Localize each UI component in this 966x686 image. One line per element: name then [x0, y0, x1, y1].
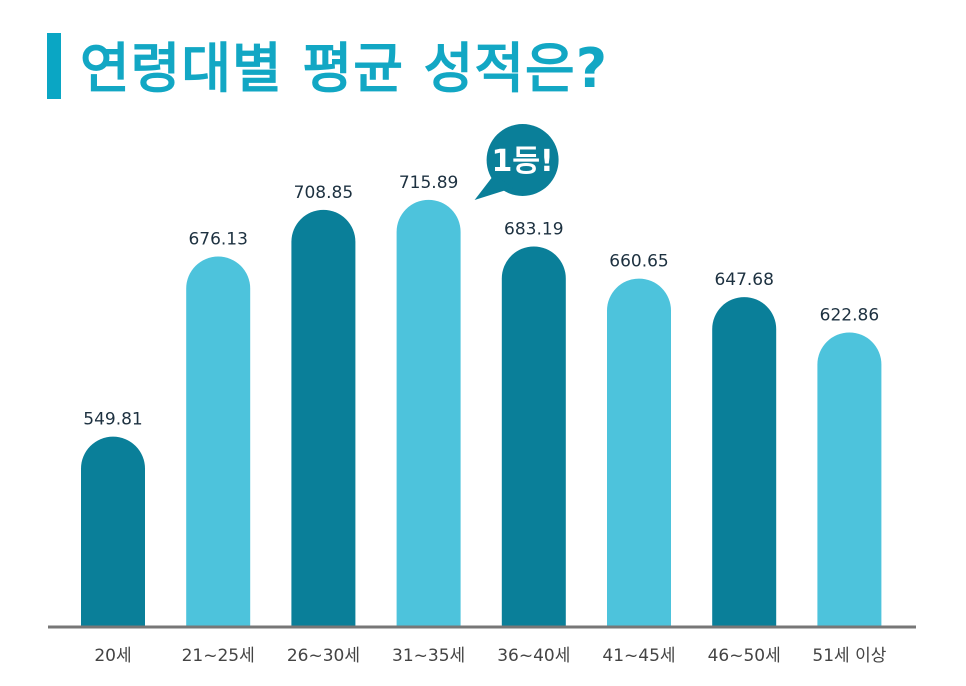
- bar: [712, 297, 777, 626]
- data-label: 622.86: [820, 305, 879, 325]
- x-tick-label: 46~50세: [708, 646, 781, 666]
- bar: [81, 436, 145, 626]
- bar: [817, 332, 882, 626]
- bar: [186, 256, 251, 626]
- x-tick-label: 31~35세: [392, 646, 465, 666]
- data-label: 647.68: [714, 270, 773, 290]
- bar: [291, 209, 356, 626]
- annotation-text: 1등!: [492, 144, 554, 179]
- bar: [396, 199, 461, 627]
- data-label: 660.65: [609, 252, 668, 272]
- x-tick-label: 41~45세: [602, 646, 675, 666]
- data-label: 676.13: [188, 230, 247, 250]
- chart-title: 연령대별 평균 성적은?: [80, 37, 609, 100]
- data-label: 683.19: [504, 219, 563, 239]
- bar: [607, 278, 671, 626]
- annotation-bubble: [486, 124, 559, 196]
- title-accent-bar: [47, 33, 61, 99]
- bar: [501, 246, 566, 626]
- x-tick-label: 26~30세: [287, 646, 360, 666]
- x-tick-label: 20세: [94, 646, 131, 666]
- data-label: 549.81: [83, 410, 142, 430]
- data-label: 715.89: [399, 173, 458, 193]
- annotation-bubble-tail: [474, 174, 513, 200]
- x-tick-label: 36~40세: [497, 646, 570, 666]
- data-label: 708.85: [294, 183, 353, 203]
- x-tick-label: 21~25세: [182, 646, 255, 666]
- x-tick-label: 51세 이상: [812, 646, 886, 666]
